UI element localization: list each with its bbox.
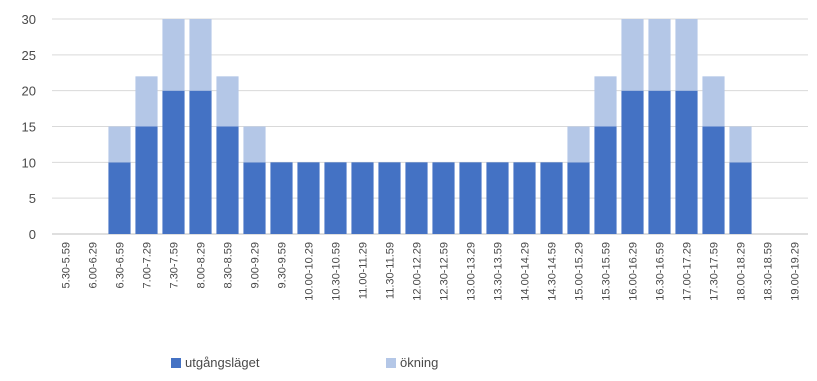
x-tick-label: 15.00-15.29: [574, 242, 586, 301]
y-axis-tick-labels: 0 5 10 15 20 25 30: [22, 12, 36, 242]
bar-utgangslaget: [162, 90, 185, 235]
bar-okning: [621, 19, 644, 91]
y-tick-label: 0: [29, 227, 36, 242]
bar-okning: [702, 76, 725, 127]
bar-utgangslaget: [378, 162, 401, 234]
x-tick-label: 18.00-18.29: [736, 242, 748, 301]
x-tick-label: 19.00-19.29: [790, 242, 802, 301]
x-tick-label: 14.00-14.29: [520, 242, 532, 301]
bar-okning: [162, 19, 185, 91]
bar-okning: [189, 19, 212, 91]
bar-utgangslaget: [108, 162, 131, 234]
y-tick-label: 5: [29, 191, 36, 206]
bar-utgangslaget: [675, 90, 698, 235]
bar-okning: [648, 19, 671, 91]
legend-item-utgangslaget: utgångsläget: [171, 355, 259, 370]
x-tick-label: 16.00-16.29: [628, 242, 640, 301]
legend-item-okning: ökning: [386, 355, 438, 370]
bar-utgangslaget: [459, 162, 482, 234]
y-tick-label: 20: [22, 84, 36, 99]
legend: utgångsläget ökning: [0, 355, 817, 375]
bar-utgangslaget: [702, 126, 725, 234]
x-tick-label: 13.00-13.29: [466, 242, 478, 301]
x-tick-label: 9.00-9.29: [250, 242, 262, 288]
legend-label-okning: ökning: [400, 355, 439, 370]
bar-okning: [675, 19, 698, 91]
x-tick-label: 14.30-14.59: [547, 242, 559, 301]
x-tick-label: 8.30-8.59: [223, 242, 235, 288]
bar-utgangslaget: [648, 90, 671, 235]
bar-okning: [216, 76, 239, 127]
bars: [108, 19, 752, 235]
bar-okning: [243, 126, 266, 163]
x-tick-label: 15.30-15.59: [601, 242, 613, 301]
x-tick-label: 6.30-6.59: [115, 242, 127, 288]
legend-swatch-utgangslaget: [171, 357, 181, 368]
x-tick-label: 7.00-7.29: [142, 242, 154, 288]
x-tick-label: 16.30-16.59: [655, 242, 667, 301]
bar-utgangslaget: [486, 162, 509, 234]
bar-utgangslaget: [405, 162, 428, 234]
x-tick-label: 5.30-5.59: [61, 242, 73, 288]
x-tick-label: 13.30-13.59: [493, 242, 505, 301]
bar-utgangslaget: [540, 162, 563, 234]
x-tick-label: 12.00-12.29: [412, 242, 424, 301]
x-tick-label: 10.30-10.59: [331, 242, 343, 301]
bar-utgangslaget: [189, 90, 212, 235]
y-tick-label: 25: [22, 48, 36, 63]
x-tick-label: 10.00-10.29: [304, 242, 316, 301]
legend-swatch-okning: [386, 357, 396, 368]
bar-utgangslaget: [297, 162, 320, 234]
bar-utgangslaget: [567, 162, 590, 234]
x-tick-label: 11.00-11.29: [358, 242, 370, 299]
y-tick-label: 15: [22, 120, 36, 135]
bar-utgangslaget: [324, 162, 347, 234]
bar-utgangslaget: [513, 162, 536, 234]
x-tick-label: 9.30-9.59: [277, 242, 289, 288]
x-tick-label: 7.30-7.59: [169, 242, 181, 288]
bar-okning: [135, 76, 158, 127]
bar-utgangslaget: [243, 162, 266, 234]
x-tick-label: 17.30-17.59: [709, 242, 721, 301]
x-tick-label: 8.00-8.29: [196, 242, 208, 288]
bar-chart: 0 5 10 15 20 25 30 5.30-5.59 6.00-6.29 6.30-6.59…: [22, 12, 808, 301]
x-tick-label: 17.00-17.29: [682, 242, 694, 301]
bar-okning: [567, 126, 590, 163]
bar-utgangslaget: [270, 162, 293, 234]
bar-utgangslaget: [729, 162, 752, 234]
y-tick-label: 10: [22, 155, 36, 170]
bar-utgangslaget: [621, 90, 644, 235]
bar-utgangslaget: [594, 126, 617, 234]
y-tick-label: 30: [22, 12, 36, 27]
x-tick-label: 11.30-11.59: [385, 242, 397, 299]
bar-okning: [729, 126, 752, 163]
bar-utgangslaget: [135, 126, 158, 234]
bar-okning: [108, 126, 131, 163]
x-tick-label: 6.00-6.29: [88, 242, 100, 288]
bar-utgangslaget: [351, 162, 374, 234]
bar-utgangslaget: [432, 162, 455, 234]
bar-utgangslaget: [216, 126, 239, 234]
legend-label-utgangslaget: utgångsläget: [185, 355, 260, 370]
x-tick-label: 18.30-18.59: [763, 242, 775, 301]
x-axis-tick-labels: 5.30-5.59 6.00-6.29 6.30-6.59 7.00-7.29 7.30…: [61, 242, 802, 301]
bar-okning: [594, 76, 617, 127]
x-tick-label: 12.30-12.59: [439, 242, 451, 301]
